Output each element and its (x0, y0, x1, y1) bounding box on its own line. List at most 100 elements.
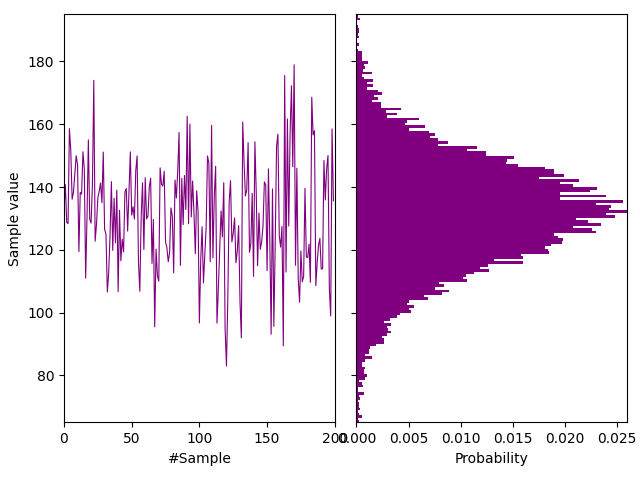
Bar (356, 79, 373, 82)
Bar (356, 226, 573, 228)
Bar (356, 426, 358, 428)
Bar (356, 48, 358, 51)
Bar (356, 372, 364, 374)
Bar (356, 410, 358, 413)
Bar (356, 77, 364, 79)
Bar (356, 8, 358, 10)
Bar (356, 2, 359, 5)
Bar (356, 82, 367, 84)
Bar (356, 390, 358, 392)
Bar (356, 239, 563, 241)
Bar (356, 282, 439, 285)
Bar (356, 95, 374, 97)
Bar (356, 415, 362, 418)
Bar (356, 364, 362, 367)
Bar (356, 159, 507, 161)
Bar (356, 382, 362, 384)
Bar (356, 120, 408, 123)
Bar (356, 169, 554, 172)
Bar (356, 118, 419, 120)
Bar (356, 377, 365, 380)
Bar (356, 431, 358, 433)
Bar (356, 361, 362, 364)
Bar (356, 190, 589, 192)
Bar (356, 436, 358, 439)
Bar (356, 187, 597, 190)
Bar (356, 51, 362, 54)
Bar (356, 236, 558, 239)
Bar (356, 402, 359, 405)
Bar (356, 256, 524, 259)
Bar (356, 259, 494, 262)
Bar (356, 84, 373, 87)
Bar (356, 28, 359, 31)
Bar (356, 346, 371, 349)
Bar (356, 215, 615, 218)
Bar (356, 156, 515, 159)
Bar (356, 395, 359, 397)
Bar (356, 300, 409, 302)
Bar (356, 297, 428, 300)
Bar (356, 164, 518, 167)
Bar (356, 384, 363, 387)
Bar (356, 392, 364, 395)
Bar (356, 312, 400, 315)
Bar (356, 97, 378, 100)
Bar (356, 374, 367, 377)
Bar (356, 254, 521, 256)
Bar (356, 325, 387, 328)
Bar (356, 228, 592, 231)
Bar (356, 285, 444, 287)
Bar (356, 441, 358, 444)
Bar (356, 413, 359, 415)
Bar (356, 138, 438, 141)
Bar (356, 161, 506, 164)
X-axis label: Probability: Probability (455, 452, 529, 466)
Bar (356, 177, 539, 180)
Bar (356, 243, 552, 246)
Bar (356, 43, 359, 46)
Bar (356, 33, 358, 36)
Bar (356, 54, 362, 56)
Bar (356, 72, 372, 74)
Bar (356, 15, 358, 18)
Bar (356, 207, 609, 210)
Bar (356, 230, 596, 233)
Bar (356, 400, 358, 403)
Bar (356, 100, 372, 103)
Bar (356, 289, 449, 292)
Bar (356, 125, 425, 128)
Bar (356, 67, 365, 69)
Bar (356, 154, 486, 156)
Bar (356, 302, 408, 305)
Bar (356, 25, 358, 28)
Bar (356, 167, 545, 169)
Bar (356, 408, 360, 410)
Bar (356, 310, 412, 313)
Bar (356, 102, 381, 105)
Bar (356, 262, 524, 264)
Bar (356, 272, 474, 275)
Bar (356, 344, 376, 346)
Bar (356, 220, 588, 223)
Bar (356, 92, 382, 95)
Bar (356, 146, 477, 149)
Bar (356, 305, 414, 308)
Bar (356, 108, 401, 110)
Bar (356, 351, 369, 354)
Bar (356, 315, 397, 318)
Bar (356, 274, 466, 277)
Bar (356, 405, 359, 408)
Bar (356, 69, 363, 72)
Bar (356, 36, 359, 38)
Bar (356, 266, 480, 269)
Bar (356, 338, 385, 341)
Bar (356, 115, 387, 118)
Bar (356, 18, 360, 21)
Bar (356, 136, 430, 138)
Bar (356, 105, 381, 108)
Bar (356, 367, 365, 369)
Bar (356, 251, 549, 254)
Bar (356, 423, 359, 426)
Bar (356, 90, 378, 92)
